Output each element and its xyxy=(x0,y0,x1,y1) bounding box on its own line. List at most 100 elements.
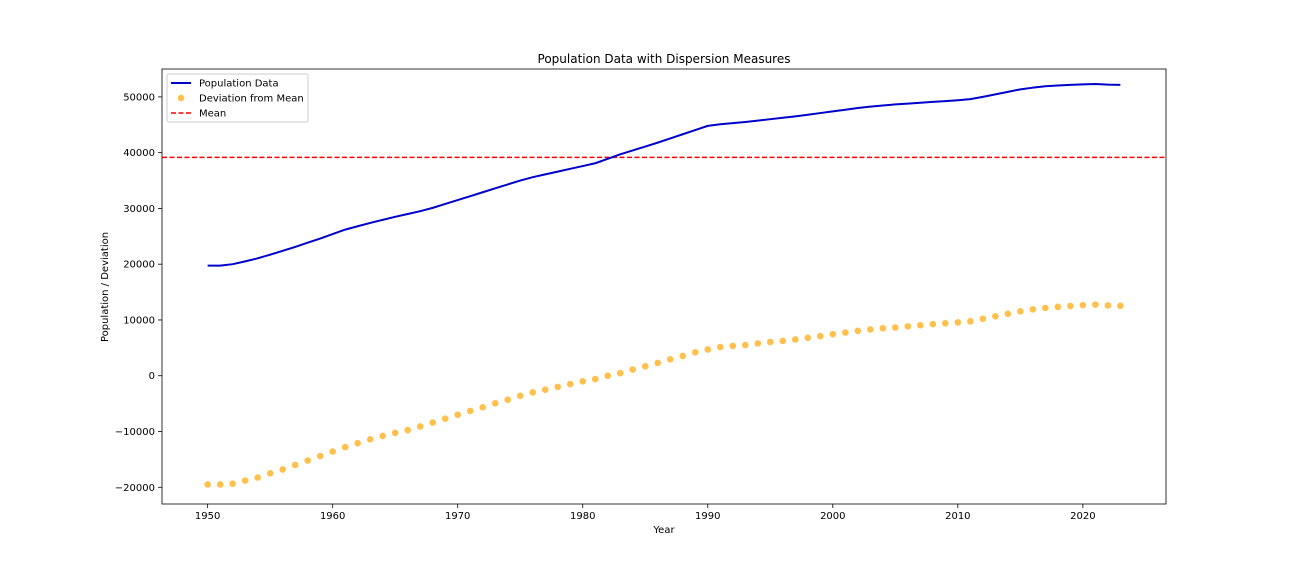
deviation-point xyxy=(1029,306,1037,313)
deviation-point xyxy=(604,372,612,380)
plot-area xyxy=(161,68,1167,505)
plot-background xyxy=(162,69,1166,504)
deviation-point xyxy=(1067,302,1074,310)
y-axis-label: Population / Deviation xyxy=(100,232,111,342)
deviation-point xyxy=(1054,303,1062,311)
deviation-point xyxy=(641,362,649,370)
deviation-point xyxy=(579,378,587,385)
y-tick-label: −10000 xyxy=(115,427,155,438)
deviation-point xyxy=(479,403,487,411)
deviation-point xyxy=(754,340,762,347)
y-tick-label: 50000 xyxy=(123,92,155,103)
deviation-point xyxy=(779,337,787,345)
x-tick-label: 2000 xyxy=(820,511,845,522)
deviation-point xyxy=(591,375,599,383)
deviation-point xyxy=(229,480,236,487)
legend: Population Data Deviation from Mean Mean xyxy=(166,73,309,123)
y-tick-label: −20000 xyxy=(115,483,155,494)
deviation-point xyxy=(616,369,624,377)
deviation-point xyxy=(954,319,962,326)
deviation-point xyxy=(704,346,712,353)
deviation-point xyxy=(816,332,824,340)
legend-swatch-deviation xyxy=(177,94,185,102)
chart-title: Population Data with Dispersion Measures xyxy=(538,52,791,66)
deviation-point xyxy=(241,477,249,484)
deviation-point xyxy=(429,419,436,426)
deviation-point xyxy=(379,432,386,440)
deviation-point xyxy=(992,313,999,320)
deviation-point xyxy=(404,426,411,434)
x-tick-label: 2010 xyxy=(945,511,970,522)
deviation-point xyxy=(1117,302,1124,310)
deviation-point xyxy=(654,359,662,367)
deviation-point xyxy=(541,386,549,393)
deviation-point xyxy=(1017,308,1024,315)
deviation-point xyxy=(979,315,987,323)
deviation-point xyxy=(892,324,899,331)
legend-box xyxy=(166,73,309,123)
y-axis: −20000 −10000 0 10000 20000 30000 40000 50000 xyxy=(115,92,162,494)
deviation-point xyxy=(554,383,562,391)
deviation-point xyxy=(254,474,261,481)
deviation-point xyxy=(354,439,361,447)
y-tick-label: 10000 xyxy=(123,315,155,326)
legend-label-deviation: Deviation from Mean xyxy=(199,94,304,105)
deviation-point xyxy=(216,481,224,488)
deviation-point xyxy=(266,470,274,477)
deviation-point xyxy=(454,411,462,419)
deviation-point xyxy=(1092,301,1099,308)
deviation-point xyxy=(204,481,211,488)
deviation-point xyxy=(491,400,499,407)
x-tick-label: 1970 xyxy=(445,511,470,522)
x-tick-label: 1950 xyxy=(195,511,220,522)
deviation-point xyxy=(867,326,874,333)
deviation-point xyxy=(716,343,724,351)
deviation-point xyxy=(366,436,374,443)
deviation-point xyxy=(929,320,937,328)
deviation-point xyxy=(341,443,349,451)
deviation-point xyxy=(304,457,311,464)
deviation-point xyxy=(329,448,336,455)
deviation-point xyxy=(842,329,849,336)
x-tick-label: 1990 xyxy=(695,511,720,522)
deviation-point xyxy=(1079,301,1087,309)
deviation-point xyxy=(1104,302,1112,309)
deviation-point xyxy=(441,415,449,422)
y-tick-label: 0 xyxy=(149,371,155,382)
deviation-point xyxy=(967,318,974,325)
population-line xyxy=(207,83,1121,267)
x-axis: 1950 1960 1970 1980 1990 2000 2010 2020 xyxy=(195,504,1096,522)
deviation-point xyxy=(1004,310,1012,318)
deviation-point xyxy=(854,327,862,335)
deviation-point xyxy=(666,355,674,363)
y-tick-label: 40000 xyxy=(123,148,155,159)
deviation-point xyxy=(791,336,799,343)
deviation-point xyxy=(629,366,637,373)
x-tick-label: 1980 xyxy=(570,511,595,522)
deviation-point xyxy=(391,429,399,437)
deviation-point xyxy=(741,341,749,349)
deviation-point xyxy=(879,325,887,332)
legend-label-population: Population Data xyxy=(199,79,279,90)
deviation-point xyxy=(291,461,299,469)
deviation-point xyxy=(904,323,912,330)
deviation-point xyxy=(316,452,324,460)
deviation-point xyxy=(829,330,837,338)
y-tick-label: 20000 xyxy=(123,260,155,271)
deviation-point xyxy=(566,380,574,388)
deviation-point xyxy=(416,423,424,430)
y-tick-label: 30000 xyxy=(123,204,155,215)
deviation-point xyxy=(1042,304,1049,312)
deviation-point xyxy=(679,352,687,360)
deviation-point xyxy=(729,342,737,350)
deviation-point xyxy=(466,407,474,415)
deviation-point xyxy=(942,320,949,327)
x-tick-label: 1960 xyxy=(320,511,345,522)
x-axis-label: Year xyxy=(652,525,675,536)
deviation-point xyxy=(504,396,512,404)
deviation-point xyxy=(691,349,699,356)
x-tick-label: 2020 xyxy=(1070,511,1095,522)
legend-label-mean: Mean xyxy=(199,109,226,120)
deviation-point xyxy=(279,466,286,473)
